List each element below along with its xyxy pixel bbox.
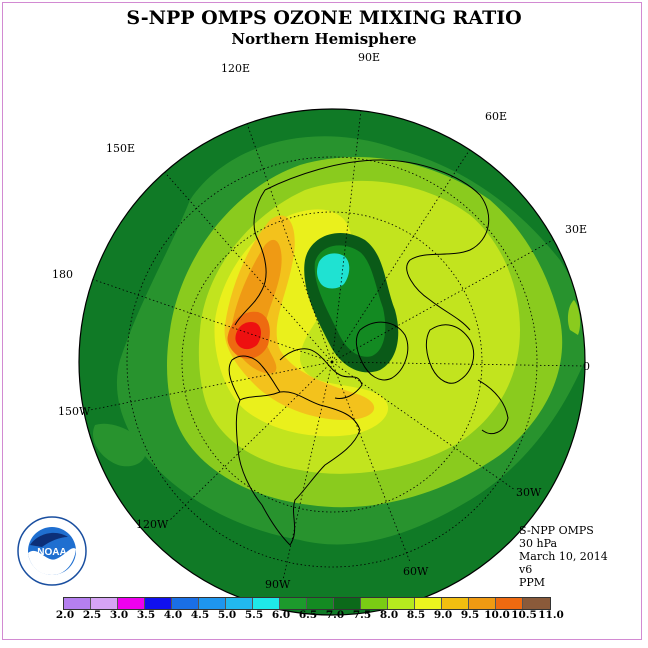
lon-label-90e: 90E <box>358 51 381 64</box>
colorbar-segment <box>91 598 118 609</box>
info-level: 30 hPa <box>519 537 558 550</box>
lon-label-150w: 150W <box>58 405 91 418</box>
noaa-logo: NOAA <box>16 515 88 587</box>
coastlines <box>228 159 509 546</box>
colorbar-segment <box>64 598 91 609</box>
coastline-eurasia <box>264 159 490 331</box>
colorbar-tick-label: 9.0 <box>433 609 453 621</box>
meridian-180 <box>79 274 333 363</box>
map-boundary <box>78 108 586 616</box>
svg-text:NOAA: NOAA <box>37 547 66 558</box>
map-subtitle: Northern Hemisphere <box>231 30 417 48</box>
colorbar-tick-label: 6.5 <box>298 609 318 621</box>
graticule <box>79 109 584 581</box>
latitude-circle-60 <box>181 211 483 513</box>
lon-label-0: 0 <box>583 360 590 373</box>
info-date: March 10, 2014 <box>519 550 608 563</box>
map-title: S-NPP OMPS OZONE MIXING RATIO <box>126 7 522 29</box>
colorbar-ticks: 2.0 2.5 3.0 3.5 4.0 4.5 5.0 5.5 6.0 6.5 7.0 7.5 8.0 8… <box>56 609 603 623</box>
colorbar-tick-label: 10.5 <box>511 609 537 621</box>
colorbar-segment <box>361 598 388 609</box>
ozone-patch-east <box>567 300 581 335</box>
meridian-90w <box>282 361 333 581</box>
colorbar-tick-label: 2.0 <box>55 609 75 621</box>
lon-label-60w: 60W <box>403 565 429 578</box>
colorbar-segment <box>145 598 172 609</box>
coastline-africa <box>477 379 509 434</box>
colorbar-tick-label: 5.0 <box>217 609 237 621</box>
colorbar-segment <box>415 598 442 609</box>
ozone-band-10-5 <box>235 322 261 350</box>
colorbar-segment <box>496 598 523 609</box>
colorbar-segment <box>280 598 307 609</box>
map-info-block: S-NPP OMPS 30 hPa March 10, 2014 v6 PPM <box>519 524 608 589</box>
colorbar-tick-label: 6.0 <box>271 609 291 621</box>
coastline-asia-east <box>234 189 267 326</box>
lon-label-30e: 30E <box>565 223 588 236</box>
colorbar-tick-label: 10.0 <box>484 609 510 621</box>
lon-label-60e: 60E <box>485 110 508 123</box>
colorbar-segment <box>253 598 280 609</box>
ozone-patch-top <box>388 109 490 111</box>
ozone-patch-sw <box>92 423 146 467</box>
info-version: v6 <box>519 563 533 576</box>
lon-label-90w: 90W <box>265 578 291 591</box>
lon-label-120w: 120W <box>136 518 169 531</box>
colorbar-segment <box>388 598 415 609</box>
colorbar-segment <box>334 598 361 609</box>
figure-frame <box>2 2 642 640</box>
colorbar-tick-label: 9.5 <box>460 609 480 621</box>
coastline-greenland <box>355 321 409 381</box>
lon-label-180: 180 <box>52 268 73 281</box>
colorbar-segment <box>523 598 550 609</box>
colorbar-segment <box>307 598 334 609</box>
colorbar <box>63 597 551 610</box>
meridian-60e <box>331 122 488 363</box>
colorbar-tick-label: 4.5 <box>190 609 210 621</box>
colorbar-tick-label: 8.5 <box>406 609 426 621</box>
ozone-low-core <box>317 253 350 289</box>
colorbar-tick-label: 2.5 <box>82 609 102 621</box>
colorbar-segment <box>442 598 469 609</box>
colorbar-segment <box>172 598 199 609</box>
colorbar-segment <box>199 598 226 609</box>
coastline-arctic-canada <box>279 348 363 399</box>
coastline-north-america <box>235 391 361 546</box>
meridian-150w <box>89 361 333 411</box>
colorbar-tick-label: 4.0 <box>163 609 183 621</box>
lon-label-120e: 120E <box>221 62 251 75</box>
latitude-circle-30 <box>126 156 538 568</box>
info-instrument: S-NPP OMPS <box>519 524 594 537</box>
lon-label-150e: 150E <box>106 142 136 155</box>
lon-label-30w: 30W <box>516 486 542 499</box>
meridian-120w <box>169 361 333 521</box>
colorbar-segment <box>118 598 145 609</box>
colorbar-tick-label: 11.0 <box>538 609 564 621</box>
colorbar-tick-label: 3.5 <box>136 609 156 621</box>
colorbar-segment <box>226 598 253 609</box>
coastline-alaska <box>228 355 281 401</box>
colorbar-tick-label: 8.0 <box>379 609 399 621</box>
colorbar-segment <box>469 598 496 609</box>
meridian-30w <box>331 361 516 491</box>
info-units: PPM <box>519 576 546 589</box>
colorbar-tick-label: 7.0 <box>325 609 345 621</box>
meridian-120e <box>234 109 333 363</box>
coastline-europe <box>425 324 475 384</box>
colorbar-tick-label: 5.5 <box>244 609 264 621</box>
colorbar-tick-label: 3.0 <box>109 609 129 621</box>
meridian-0 <box>331 361 584 367</box>
meridian-150e <box>144 149 333 363</box>
colorbar-tick-label: 7.5 <box>352 609 372 621</box>
